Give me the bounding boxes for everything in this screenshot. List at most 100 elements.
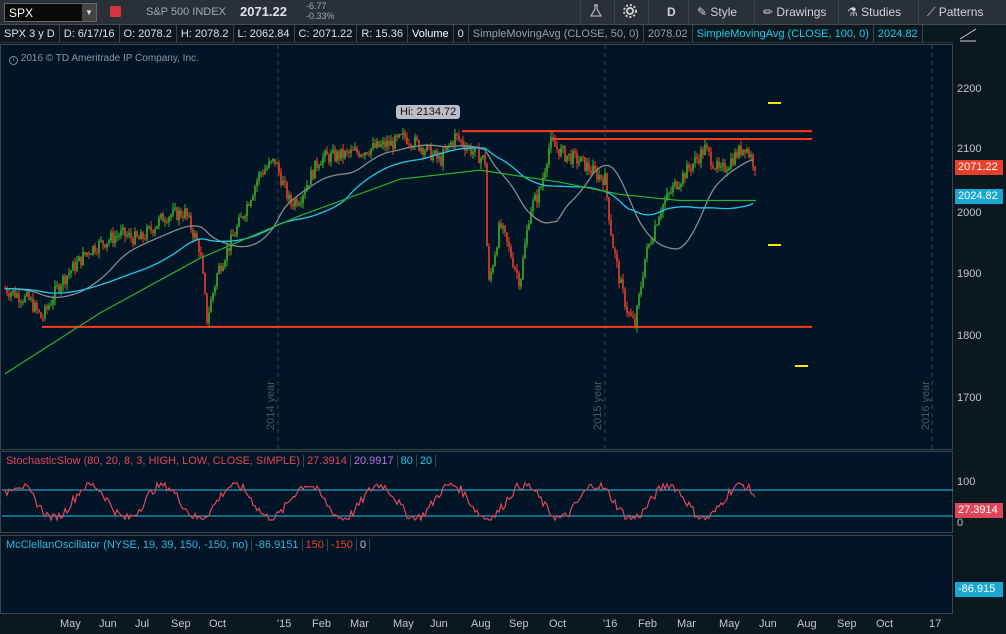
candle-body: [382, 141, 384, 145]
candle-body: [206, 293, 208, 323]
price-tick: 1700: [957, 392, 982, 404]
candle-body: [272, 158, 274, 161]
candle-body: [264, 169, 266, 175]
candle-body: [626, 306, 628, 313]
symbol-input[interactable]: SPX ▼: [4, 3, 97, 22]
candle-body: [744, 149, 746, 153]
info-bar: SPX 3 y D D: 6/17/16 O: 2078.2 H: 2078.2 L: …: [0, 25, 953, 43]
candle-body: [276, 163, 278, 165]
style-button[interactable]: ✎ Style: [688, 0, 754, 25]
sma50-label[interactable]: SimpleMovingAvg (CLOSE, 50, 0): [469, 25, 644, 43]
chevron-down-icon[interactable]: ▼: [82, 4, 96, 21]
candle-body: [354, 148, 356, 151]
candle-body: [174, 207, 176, 209]
candle-body: [618, 262, 620, 284]
flask-button[interactable]: [580, 0, 614, 25]
mcclellan-label[interactable]: McClellanOscillator (NYSE, 19, 39, 150, …: [3, 539, 253, 551]
candle-body: [438, 156, 440, 159]
candle-body: [12, 290, 14, 293]
candle-body: [10, 292, 12, 297]
patterns-button[interactable]: ⟋ Patterns: [918, 0, 1006, 25]
candle-body: [392, 140, 394, 150]
candle-body: [58, 285, 60, 292]
candle-body: [602, 178, 604, 186]
candle-body: [482, 155, 484, 159]
candle-body: [142, 232, 144, 239]
candle-body: [204, 273, 206, 294]
candle-body: [268, 161, 270, 168]
candle-body: [616, 253, 618, 263]
candle-body: [356, 148, 358, 153]
candle-body: [416, 136, 418, 141]
candle-body: [16, 293, 18, 298]
price-chart[interactable]: i 2016 © TD Ameritrade IP Company, Inc.: [0, 44, 953, 450]
candle-body: [580, 156, 582, 162]
drawings-button[interactable]: ✏ Drawings: [754, 0, 838, 25]
settings-button[interactable]: [614, 0, 648, 25]
candle-body: [122, 227, 124, 231]
candle-body: [486, 164, 488, 247]
time-tick: Sep: [837, 618, 857, 630]
price-tick: 2200: [957, 83, 982, 95]
axis-scale-icon[interactable]: [958, 27, 978, 43]
candle-body: [368, 154, 370, 156]
sma100-label[interactable]: SimpleMovingAvg (CLOSE, 100, 0): [693, 25, 874, 43]
candle-body: [394, 135, 396, 150]
candle-body: [610, 219, 612, 236]
candle-body: [182, 216, 184, 218]
candle-body: [704, 144, 706, 155]
candle-body: [26, 292, 28, 296]
candle-body: [48, 305, 50, 309]
alert-icon[interactable]: [110, 6, 121, 17]
candle-body: [74, 262, 76, 271]
candle-body: [502, 225, 504, 228]
candle-body: [450, 142, 452, 146]
candle-body: [686, 164, 688, 179]
stochastic-panel[interactable]: StochasticSlow (80, 20, 8, 3, HIGH, LOW,…: [0, 451, 953, 533]
stochastic-k-value: 27.3914: [304, 455, 351, 467]
ohlc-high: H: 2078.2: [177, 25, 234, 43]
candle-body: [312, 170, 314, 179]
candle-body: [574, 151, 576, 153]
candle-body: [614, 248, 616, 254]
candle-body: [240, 216, 242, 218]
candle-body: [140, 232, 142, 240]
candle-body: [656, 225, 658, 227]
candle-body: [578, 161, 580, 164]
price-axis[interactable]: [953, 25, 1006, 634]
ohlc-date: D: 6/17/16: [60, 25, 120, 43]
volume-label[interactable]: Volume: [408, 25, 454, 43]
time-tick: Aug: [797, 618, 817, 630]
mcclellan-title: McClellanOscillator (NYSE, 19, 39, 150, …: [3, 539, 371, 551]
candle-body: [538, 188, 540, 203]
candle-body: [300, 202, 302, 205]
candle-body: [256, 180, 258, 187]
candle-body: [520, 278, 522, 287]
stoch-tick: 100: [957, 476, 976, 488]
aggregation-button[interactable]: D: [648, 0, 688, 25]
candle-body: [84, 252, 86, 255]
candle-body: [90, 253, 92, 255]
candle-body: [210, 299, 212, 313]
candle-body: [596, 169, 598, 180]
candle-body: [328, 154, 330, 163]
candle-body: [684, 173, 686, 179]
time-tick: Mar: [350, 618, 369, 630]
time-tick: May: [393, 618, 414, 630]
candle-body: [30, 298, 32, 300]
mcclellan-panel[interactable]: McClellanOscillator (NYSE, 19, 39, 150, …: [0, 535, 953, 614]
candle-body: [518, 273, 520, 287]
candle-body: [732, 158, 734, 165]
candle-body: [506, 232, 508, 242]
candle-body: [554, 140, 556, 147]
stochastic-label[interactable]: StochasticSlow (80, 20, 8, 3, HIGH, LOW,…: [3, 455, 305, 467]
candle-body: [750, 155, 752, 157]
time-axis[interactable]: May Jun Jul Sep Oct '15 Feb Mar May Jun Aug Sep Oct '…: [0, 614, 953, 634]
candle-body: [52, 300, 54, 305]
candle-body: [426, 144, 428, 151]
candle-body: [516, 269, 518, 274]
symbol-period[interactable]: SPX 3 y D: [0, 25, 60, 43]
candle-body: [420, 147, 422, 151]
studies-button[interactable]: ⚗ Studies: [838, 0, 918, 25]
candle-body: [564, 146, 566, 162]
